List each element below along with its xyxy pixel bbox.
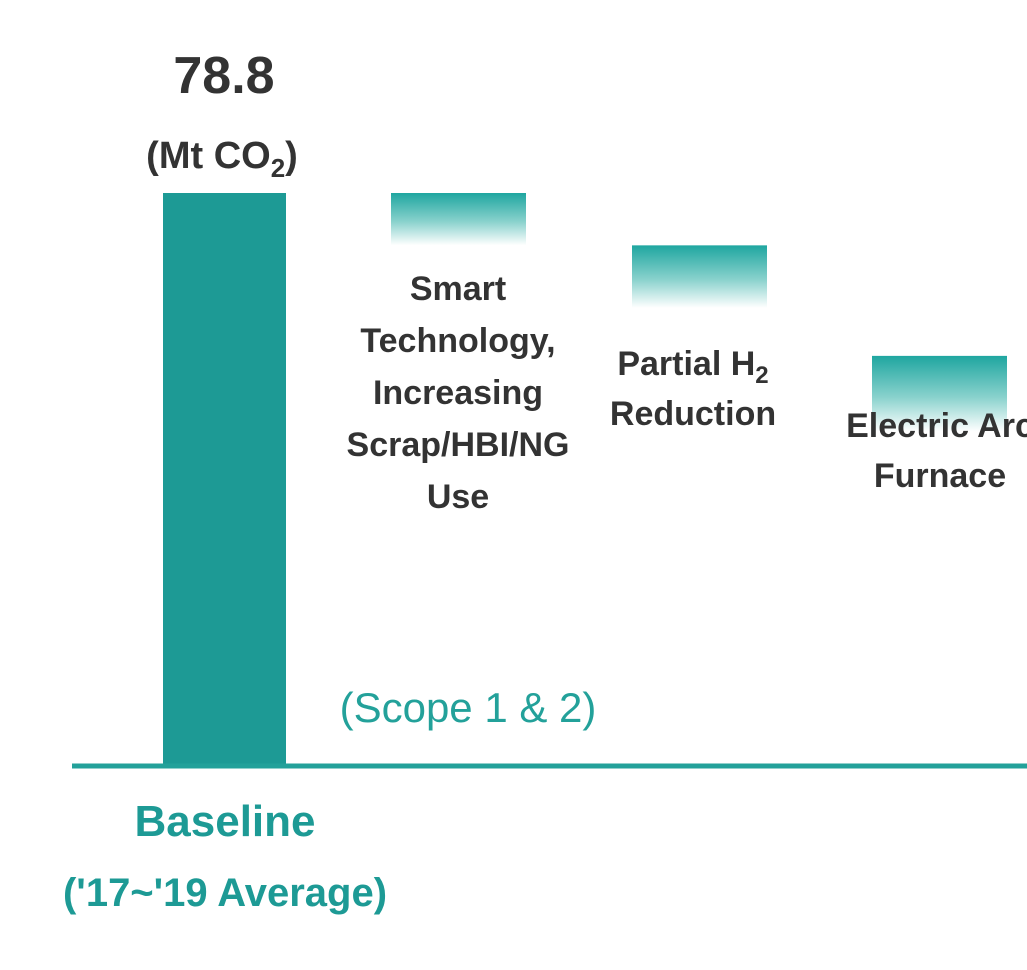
bars-group [163, 193, 1007, 766]
baseline-category-sublabel: ('17~'19 Average) [63, 871, 387, 915]
step-labels-group: Smart Technology, Increasing Scrap/HBI/NG Us… [347, 270, 1027, 516]
step-2-label-line-2: Reduction [610, 395, 776, 433]
baseline-value-label: 78.8 [173, 47, 274, 105]
unit-label: (Mt CO2) [146, 135, 298, 183]
step-1-label-line-4: Scrap/HBI/NG [347, 426, 570, 464]
step-1-label-line-1: Smart [410, 270, 506, 308]
step-2-label-line-1: Partial H2 [617, 345, 768, 389]
step-bar-1 [391, 193, 526, 246]
baseline-category-label: Baseline [135, 797, 316, 846]
step-1-label-line-3: Increasing [373, 374, 543, 412]
scope-note: (Scope 1 & 2) [340, 684, 597, 731]
step-1-label-line-5: Use [427, 478, 489, 516]
step-3-label-line-1: Electric Arc [846, 407, 1027, 445]
unit-text: Mt CO [159, 135, 271, 177]
unit-subscript: 2 [271, 153, 285, 183]
baseline-bar [163, 193, 286, 766]
step-bar-3 [872, 355, 1007, 432]
step-1-label-line-2: Technology, [360, 322, 555, 360]
step-bar-2 [632, 245, 767, 308]
step-3-label-line-2: Furnace [874, 457, 1006, 495]
